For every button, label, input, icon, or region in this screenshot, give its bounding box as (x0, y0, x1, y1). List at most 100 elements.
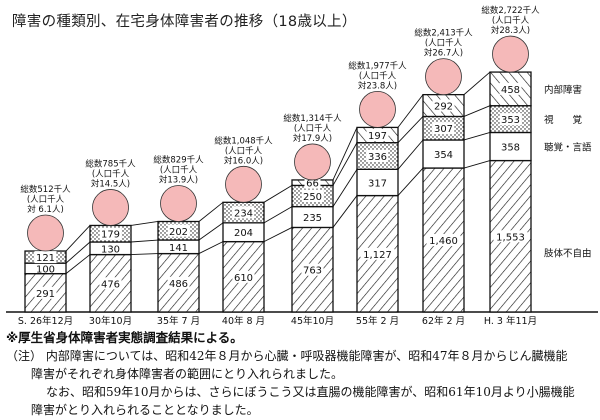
connector-line (130, 221, 159, 226)
footnotes: （注） 内部障害については、昭和42年８月から心臓・呼吸器機能障害が、昭和47年… (6, 347, 598, 419)
series-label: 聴覚・言語 (544, 142, 592, 154)
connector-line (463, 71, 491, 95)
connector-line (332, 142, 358, 186)
data-label: 197 (368, 131, 387, 142)
total-label: 総数2,413千人 (414, 28, 473, 39)
total-label: 総数1,048千人 (214, 135, 273, 146)
data-label: 292 (434, 102, 453, 113)
chart-title: 障害の種類別、在宅身体障害者の推移（18歳以上） (12, 14, 357, 30)
total-label: 総数829千人 (153, 154, 204, 165)
bar-segment (489, 131, 532, 162)
data-label: 291 (36, 289, 55, 300)
data-label: 130 (101, 244, 120, 255)
connector-line (332, 195, 358, 228)
data-label-bg (499, 82, 522, 95)
footnote-line: なお、昭和59年10月からは、さらにぼうこう又は直腸の機能障害が、昭和61年10… (46, 385, 575, 399)
data-label: 354 (434, 150, 453, 161)
total-circle-marker (425, 58, 462, 96)
data-label: 204 (234, 228, 253, 239)
x-tick-label: S. 26年12月 (18, 315, 73, 325)
data-label: 1,553 (496, 232, 525, 243)
x-tick-label: H. 3 年11月 (484, 315, 537, 325)
data-label: 234 (234, 209, 253, 220)
bar-segment (356, 168, 399, 197)
data-label: 1,127 (363, 250, 392, 261)
connector-line (397, 94, 424, 128)
data-label: 100 (36, 264, 55, 275)
total-circle-marker (225, 165, 262, 203)
data-label-bg (167, 224, 190, 237)
connector-line (397, 167, 424, 196)
data-label-bg (99, 227, 122, 240)
population-label: (人口千人 (492, 15, 530, 26)
series-label: 視 覚 (544, 114, 583, 126)
connector-line (198, 201, 224, 222)
rate-label: 対13.9人) (159, 174, 198, 185)
rate-label: 対16.0人) (224, 155, 263, 166)
rate-label: 対14.5人) (91, 178, 130, 189)
connector-line (65, 241, 91, 264)
connector-line (463, 132, 491, 141)
data-label: 458 (501, 85, 520, 96)
data-label: 307 (434, 124, 453, 135)
data-label-bg (366, 129, 389, 142)
data-label: 358 (501, 143, 520, 154)
rate-label: 対17.9人) (293, 133, 332, 144)
total-circle-marker (359, 91, 396, 128)
total-circle-marker (160, 185, 197, 222)
data-label: 66 (306, 179, 319, 190)
data-label-bg (34, 251, 57, 264)
total-label: 総数785千人 (85, 158, 136, 169)
data-label-bg (232, 206, 255, 219)
series-label: 肢体不自由 (544, 247, 592, 259)
connector-line (397, 139, 424, 170)
connector-line (332, 169, 358, 207)
population-label: (人口千人 (160, 164, 198, 175)
rate-label: 対26.7人) (424, 48, 463, 59)
x-tick-label: 30年10月 (89, 315, 132, 325)
population-label: (人口千人 (294, 123, 332, 134)
x-tick-label: 55年 2 月 (356, 315, 399, 325)
x-tick-label: 62年 2 月 (422, 315, 465, 325)
total-label: 総数1,977千人 (348, 60, 407, 71)
data-label: 121 (36, 253, 55, 264)
total-circle-marker (294, 143, 331, 181)
total-label: 総数1,314千人 (283, 113, 342, 124)
x-tick-label: 45年10月 (291, 315, 334, 325)
connector-line (263, 206, 293, 224)
connector-line (463, 160, 491, 169)
x-tick-label: 40年 8 月 (222, 315, 265, 325)
x-tick-label: 35年 7 月 (157, 315, 200, 325)
connector-line (130, 239, 159, 243)
data-label-bg (426, 234, 461, 247)
rate-label: 対23.8人) (358, 80, 397, 91)
data-label: 486 (169, 279, 188, 290)
population-label: (人口千人 (359, 70, 397, 81)
data-label-bg (366, 149, 389, 162)
series-label: 内部障害 (544, 84, 582, 96)
data-label: 317 (368, 178, 387, 189)
data-label-bg (301, 263, 324, 276)
total-circle-marker (492, 35, 529, 73)
population-label: (人口千人 (225, 145, 263, 156)
data-label-bg (360, 247, 395, 260)
connector-line (263, 227, 293, 243)
data-label-bg (167, 276, 190, 289)
source-note: ※厚生省身体障害者実態調査結果による。 (6, 330, 243, 345)
rate-label: 対28.3人) (491, 25, 530, 36)
data-label: 1,460 (429, 236, 458, 247)
data-label-bg (99, 277, 122, 290)
data-label: 336 (368, 152, 387, 163)
population-label: (人口千人 (27, 194, 65, 205)
rate-label: 対 6.1人) (27, 204, 64, 215)
population-label: (人口千人 (92, 168, 130, 179)
data-label: 202 (169, 227, 188, 238)
footnote-line: 障害がそれぞれ身体障害者の範囲にとり入れられました。 (31, 367, 344, 381)
data-label-bg (432, 99, 455, 112)
data-label-bg (301, 190, 324, 203)
data-label: 235 (303, 213, 322, 224)
connector-line (130, 253, 159, 256)
connector-line (65, 225, 91, 252)
